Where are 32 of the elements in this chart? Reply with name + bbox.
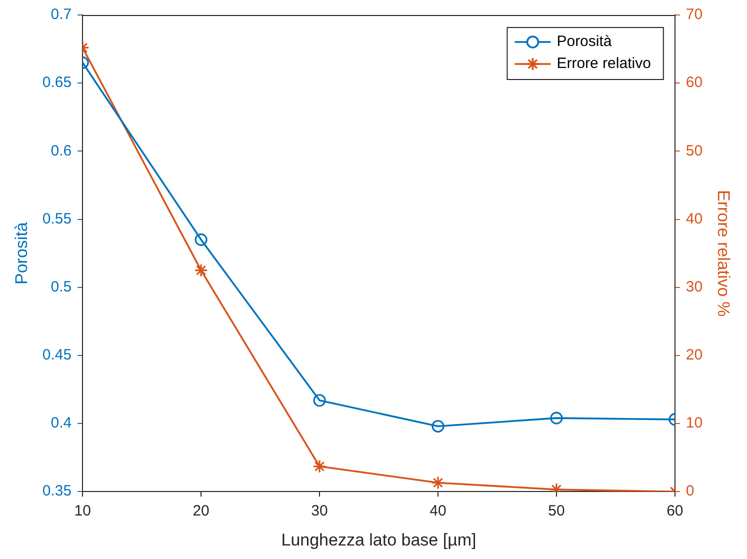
point <box>432 420 444 433</box>
y2-tick-label: 50 <box>686 142 703 160</box>
y2-tick-label: 30 <box>686 278 703 296</box>
point <box>313 394 326 407</box>
y2-tick-label: 60 <box>686 74 703 92</box>
x-axis-title: Lunghezza lato base [µm] <box>281 530 476 550</box>
point <box>431 476 445 490</box>
legend-label: Errore relativo <box>556 55 651 72</box>
y2-tick-label: 20 <box>686 346 703 364</box>
point <box>194 264 208 278</box>
y-tick-label: 0.6 <box>50 142 72 160</box>
y-tick-label: 0.7 <box>50 6 72 24</box>
x-tick-label: 60 <box>666 502 684 520</box>
y-tick-label: 0.55 <box>42 210 72 228</box>
y2-tick-label: 0 <box>686 482 694 500</box>
y-tick-label: 0.35 <box>42 482 72 500</box>
y-tick-label: 0.4 <box>50 414 72 432</box>
y2-tick-label: 10 <box>686 414 703 432</box>
point <box>312 460 326 474</box>
y-tick-label: 0.5 <box>50 278 72 296</box>
x-tick-label: 30 <box>311 502 328 520</box>
y-tick-label: 0.65 <box>42 74 72 92</box>
x-tick-label: 50 <box>548 502 565 520</box>
y2-tick-label: 40 <box>686 210 703 228</box>
y2-tick-label: 70 <box>686 6 703 24</box>
y2-axis-title: Errore relativo % <box>714 190 734 317</box>
y-tick-label: 0.45 <box>42 346 72 364</box>
x-tick-label: 10 <box>74 502 91 520</box>
x-tick-label: 40 <box>430 502 446 520</box>
legend-label: Porosità <box>556 33 612 50</box>
x-tick-label: 20 <box>192 502 210 520</box>
y-axis-title: Porosità <box>12 222 31 284</box>
